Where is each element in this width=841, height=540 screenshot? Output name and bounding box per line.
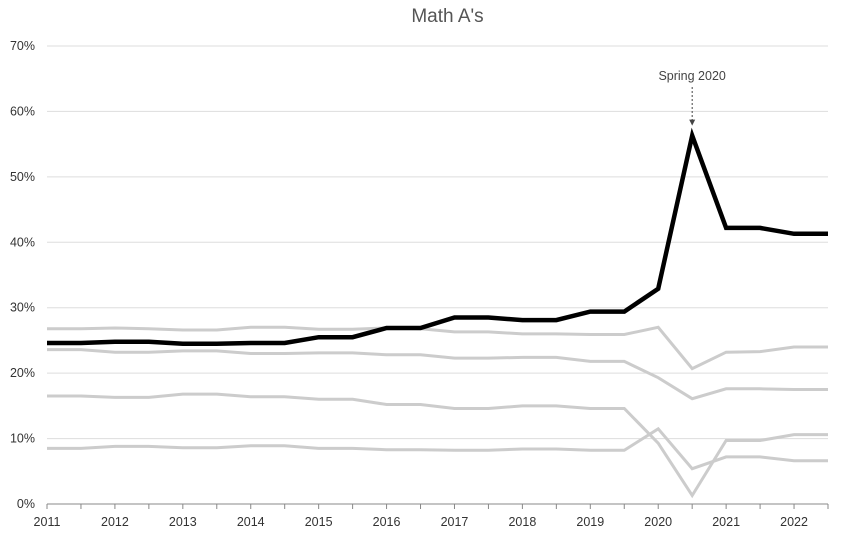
x-tick-label: 2012 — [101, 515, 129, 529]
gridlines — [47, 45, 828, 440]
series-line-4 — [47, 426, 828, 471]
y-tick-label: 30% — [10, 301, 35, 315]
series-lines — [47, 127, 828, 499]
x-tick-label: 2016 — [373, 515, 401, 529]
x-tick-label: 2021 — [712, 515, 740, 529]
annotation-group: Spring 2020 — [658, 69, 726, 126]
series-line-2 — [47, 348, 828, 401]
x-tick-label: 2018 — [508, 515, 536, 529]
y-tick-label: 40% — [10, 235, 35, 249]
x-tick-label: 2011 — [34, 515, 61, 529]
chart-title: Math A's — [411, 6, 483, 27]
series-line-1 — [47, 325, 828, 371]
y-tick-label: 50% — [10, 170, 35, 184]
x-tick-label: 2014 — [237, 515, 265, 529]
x-tick-label: 2015 — [305, 515, 333, 529]
series-line-5 — [47, 127, 828, 346]
y-axis-ticks: 0% 10% 20% 30% 40% 50% 60% 70% — [10, 39, 35, 511]
x-tick-label: 2019 — [576, 515, 604, 529]
annotation-arrowhead — [689, 119, 696, 126]
y-tick-label: 20% — [10, 366, 35, 380]
series-line-3 — [47, 392, 828, 499]
y-tick-label: 10% — [10, 432, 35, 446]
y-tick-label: 70% — [10, 39, 35, 53]
y-tick-label: 60% — [10, 104, 35, 118]
x-axis: 2011 2012 2013 2014 2015 2016 2017 2018 2019 2020… — [34, 503, 829, 529]
x-tick-label: 2013 — [169, 515, 197, 529]
x-tick-label: 2020 — [644, 515, 672, 529]
y-tick-label: 0% — [17, 497, 35, 511]
x-tick-label: 2017 — [441, 515, 469, 529]
annotation-label: Spring 2020 — [658, 69, 725, 83]
x-tick-label: 2022 — [780, 515, 808, 529]
